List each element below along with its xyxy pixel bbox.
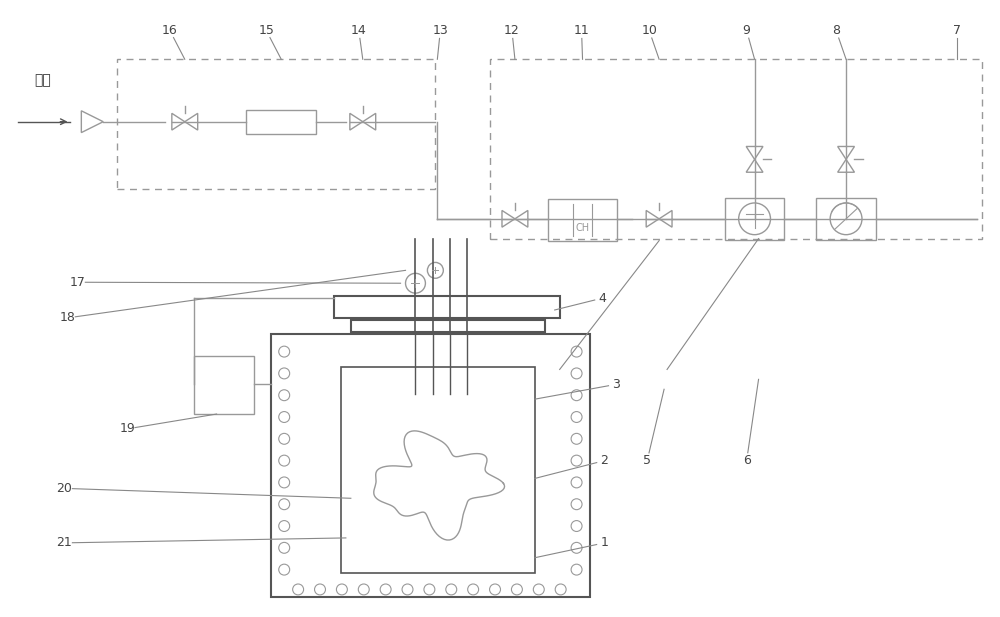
Bar xyxy=(334,296,560,318)
Text: 21: 21 xyxy=(57,536,72,549)
Text: 12: 12 xyxy=(504,24,520,37)
Bar xyxy=(490,59,982,239)
Text: 9: 9 xyxy=(743,24,751,37)
Bar xyxy=(194,355,254,414)
Text: 8: 8 xyxy=(832,24,840,37)
Bar xyxy=(117,59,435,189)
Text: 7: 7 xyxy=(953,24,961,37)
Bar xyxy=(341,368,535,573)
Text: 14: 14 xyxy=(351,24,367,37)
Bar xyxy=(351,320,545,332)
Bar xyxy=(246,110,316,134)
Text: 19: 19 xyxy=(119,423,135,436)
Text: 2: 2 xyxy=(600,454,608,467)
Text: 1: 1 xyxy=(600,536,608,549)
Bar xyxy=(271,334,590,597)
Text: 15: 15 xyxy=(258,24,274,37)
Text: 5: 5 xyxy=(643,454,651,467)
Text: 20: 20 xyxy=(56,482,72,495)
Text: 11: 11 xyxy=(574,24,589,37)
Text: 4: 4 xyxy=(598,292,606,305)
Text: 3: 3 xyxy=(612,378,620,391)
Text: 16: 16 xyxy=(162,24,178,37)
Text: CH: CH xyxy=(575,223,590,233)
Text: 18: 18 xyxy=(59,312,75,325)
Text: 进气: 进气 xyxy=(34,73,51,87)
Text: 13: 13 xyxy=(432,24,448,37)
Text: 6: 6 xyxy=(743,454,751,467)
Text: 17: 17 xyxy=(69,276,85,289)
Bar xyxy=(548,199,617,241)
Bar xyxy=(725,197,784,240)
Text: 10: 10 xyxy=(641,24,657,37)
Bar xyxy=(816,197,876,240)
